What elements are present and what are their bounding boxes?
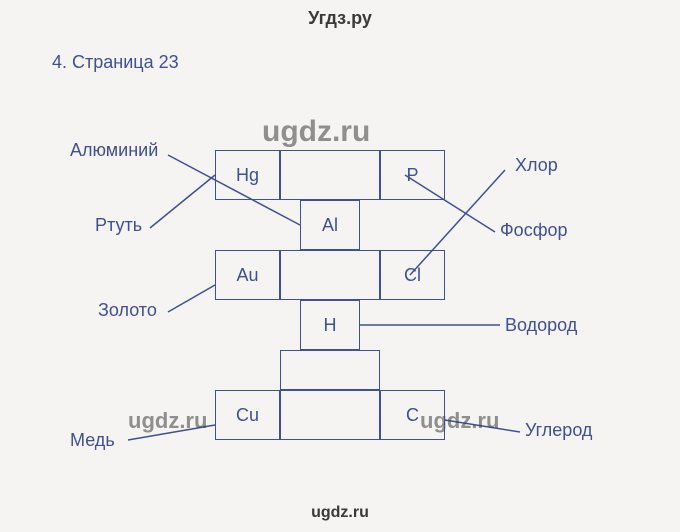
element-cell-h: H — [300, 300, 360, 350]
element-cell-au: Au — [215, 250, 280, 300]
grid-cell — [280, 390, 380, 440]
grid-cell — [280, 350, 380, 390]
element-label-phosphorus: Фосфор — [500, 220, 568, 241]
element-cell-cl: Cl — [380, 250, 445, 300]
element-label-chlorine: Хлор — [515, 155, 558, 176]
grid-cell — [280, 150, 380, 200]
element-cell-p: P — [380, 150, 445, 200]
element-cell-al: Al — [300, 200, 360, 250]
element-label-hydrogen: Водород — [505, 315, 577, 336]
page-title: 4. Страница 23 — [52, 52, 179, 73]
element-label-carbon: Углерод — [525, 420, 592, 441]
element-cell-cu: Cu — [215, 390, 280, 440]
element-cell-c: C — [380, 390, 445, 440]
watermark: ugdz.ru — [262, 115, 370, 149]
element-label-copper: Медь — [70, 430, 115, 451]
connector-line — [150, 175, 215, 228]
element-label-gold: Золото — [98, 300, 157, 321]
connector-line — [168, 285, 215, 312]
footer-brand: ugdz.ru — [0, 504, 680, 522]
element-cell-hg: Hg — [215, 150, 280, 200]
grid-cell — [280, 250, 380, 300]
header-brand: Угдз.ру — [0, 0, 680, 29]
watermark: ugdz.ru — [128, 408, 207, 434]
element-label-aluminium: Алюминий — [70, 140, 158, 161]
element-label-mercury: Ртуть — [95, 215, 142, 236]
